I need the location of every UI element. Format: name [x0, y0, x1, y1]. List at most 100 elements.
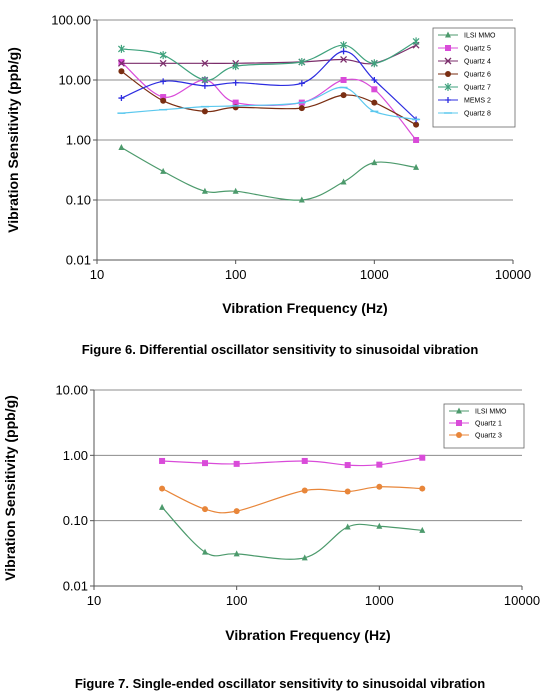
fig7-point-quartz-1	[233, 460, 240, 467]
fig7-legend-marker	[456, 407, 462, 414]
figure-7-plot: 10 100 1000 10000 0.01 0.10 1.00 10.00 Vibration…	[2, 383, 540, 644]
fig7-point-quartz-3	[301, 487, 308, 494]
fig6-point-mems-2	[298, 80, 305, 87]
fig6-point-quartz-7	[298, 57, 306, 66]
fig6-point-quartz-4	[340, 55, 348, 63]
fig7-point-quartz-3	[344, 488, 351, 495]
fig6-point-quartz-7	[159, 51, 167, 60]
fig6-point-quartz-6	[201, 108, 208, 115]
fig6-x-tick-label: 1000	[360, 267, 389, 282]
fig6-line-quartz-4	[121, 44, 417, 65]
figure-6-chart: 10 100 1000 10000 0.01 0.10 1.00 10.00 100.00 Vib…	[0, 0, 560, 330]
fig6-series-ilsi-mmo	[118, 143, 420, 203]
fig6-legend-label: ILSI MMO	[464, 33, 496, 40]
fig6-legend-marker	[445, 71, 451, 77]
fig6-point-quartz-5	[340, 77, 347, 83]
fig7-point-quartz-3	[419, 485, 426, 492]
fig6-series-quartz-8	[117, 86, 421, 121]
figure-7-chart: 10 100 1000 10000 0.01 0.10 1.00 10.00 Vibration…	[0, 368, 560, 658]
fig7-point-ilsi-mmo	[159, 503, 166, 510]
fig6-point-ilsi-mmo	[371, 159, 378, 166]
fig7-y-tick-label: 0.01	[63, 579, 88, 594]
fig6-point-quartz-5	[160, 94, 167, 101]
fig6-point-quartz-6	[298, 105, 305, 112]
fig6-point-mems-2	[340, 48, 347, 55]
fig6-legend-label: Quartz 8	[464, 111, 491, 118]
fig6-point-quartz-6	[413, 121, 420, 128]
fig7-point-quartz-3	[202, 506, 209, 513]
fig6-legend-marker	[445, 45, 451, 51]
fig6-line-quartz-6	[121, 70, 417, 126]
fig6-point-quartz-5	[371, 86, 378, 93]
fig7-line-quartz-3	[161, 486, 423, 514]
fig6-legend-label: Quartz 4	[464, 59, 491, 66]
fig6-legend-label: MEMS 2	[464, 98, 491, 105]
fig7-series-quartz-1	[159, 454, 426, 469]
fig6-legend-item-quartz-5: Quartz 5	[438, 45, 491, 53]
fig6-point-mems-2	[232, 79, 239, 86]
fig6-point-quartz-7	[201, 76, 209, 84]
fig6-series-mems-2	[118, 48, 420, 123]
fig6-line-ilsi-mmo	[121, 146, 417, 201]
fig6-legend-marker	[445, 97, 451, 103]
fig7-legend-label: Quartz 1	[475, 421, 502, 428]
fig7-legend-item-quartz-3: Quartz 3	[449, 432, 502, 440]
fig7-x-axis-title: Vibration Frequency (Hz)	[225, 627, 390, 643]
fig6-x-axis-title: Vibration Frequency (Hz)	[222, 300, 387, 316]
fig6-series-quartz-7	[117, 37, 420, 84]
fig6-legend-item-quartz-6: Quartz 6	[438, 71, 491, 79]
fig7-x-tick-label: 10	[87, 593, 101, 608]
fig6-x-tick-label: 10	[90, 267, 104, 282]
fig6-y-tick-label: 0.01	[66, 253, 91, 268]
fig7-y-tick-label: 0.10	[63, 513, 88, 528]
fig7-y-axis-title: Vibration Sensitivity (ppb/g)	[2, 395, 18, 581]
fig6-legend: ILSI MMO Quartz 5 Quartz 4 Quartz 6 Quartz 7…	[432, 27, 516, 128]
fig6-legend-box	[432, 27, 516, 128]
fig7-x-tick-label: 100	[226, 593, 248, 608]
fig6-point-mems-2	[160, 78, 167, 85]
fig6-y-tick-label: 10.00	[58, 73, 91, 88]
fig6-point-quartz-4	[117, 59, 125, 67]
fig6-point-quartz-6	[118, 68, 125, 75]
figure-7-caption: Figure 7. Single-ended oscillator sensit…	[74, 676, 486, 691]
fig6-line-quartz-7	[121, 40, 417, 81]
fig6-point-mems-2	[371, 77, 378, 83]
fig6-legend-item-mems-2: MEMS 2	[438, 97, 491, 105]
fig7-y-tick-label: 1.00	[63, 448, 88, 463]
fig7-point-quartz-1	[376, 461, 383, 468]
fig7-point-quartz-1	[344, 462, 351, 469]
fig7-axes: 10 100 1000 10000 0.01 0.10 1.00 10.00	[55, 383, 540, 609]
fig7-point-quartz-1	[202, 460, 209, 467]
fig6-point-quartz-5	[232, 99, 239, 106]
fig7-series-ilsi-mmo	[159, 503, 426, 561]
fig6-point-mems-2	[118, 95, 125, 102]
fig6-legend-item-quartz-4: Quartz 4	[438, 57, 491, 66]
fig6-legend-item-ilsi-mmo: ILSI MMO	[438, 31, 496, 40]
fig7-legend-label: Quartz 3	[475, 433, 502, 440]
fig7-x-tick-label: 10000	[504, 593, 540, 608]
fig7-legend-item-quartz-1: Quartz 1	[449, 420, 502, 428]
fig7-point-ilsi-mmo	[233, 550, 240, 557]
fig7-point-quartz-1	[159, 457, 166, 464]
fig7-legend-item-ilsi-mmo: ILSI MMO	[449, 407, 507, 416]
fig6-point-quartz-7	[412, 37, 420, 46]
fig7-point-ilsi-mmo	[419, 526, 426, 533]
fig6-series-quartz-6	[118, 68, 420, 128]
fig7-legend-label: ILSI MMO	[475, 409, 507, 416]
fig6-y-tick-label: 1.00	[66, 133, 91, 148]
fig6-legend-marker	[445, 31, 451, 38]
fig6-point-quartz-6	[371, 99, 378, 106]
fig7-point-ilsi-mmo	[202, 548, 209, 555]
fig6-point-ilsi-mmo	[201, 187, 208, 194]
fig7-point-ilsi-mmo	[344, 523, 351, 530]
fig6-point-quartz-5	[413, 137, 420, 143]
fig6-point-ilsi-mmo	[232, 187, 239, 194]
fig6-axes: 10 100 1000 10000 0.01 0.10 1.00 10.00 100.00	[51, 13, 531, 283]
fig6-point-ilsi-mmo	[413, 163, 420, 170]
figure-6-caption: Figure 6. Differential oscillator sensit…	[81, 342, 479, 357]
fig6-point-quartz-7	[232, 62, 240, 71]
fig6-point-mems-2	[201, 82, 208, 89]
fig7-grid	[94, 389, 522, 522]
fig6-point-ilsi-mmo	[160, 167, 167, 174]
fig7-point-quartz-1	[301, 457, 308, 464]
